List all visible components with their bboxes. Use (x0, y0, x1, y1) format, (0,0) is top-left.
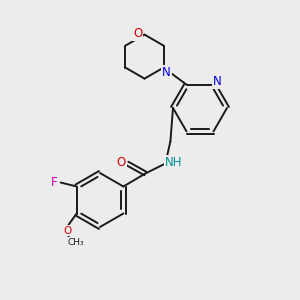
Text: O: O (117, 156, 126, 169)
Text: NH: NH (165, 156, 182, 169)
Text: CH₃: CH₃ (67, 238, 84, 247)
Text: N: N (213, 75, 222, 88)
Text: N: N (162, 66, 171, 79)
Text: O: O (64, 226, 72, 236)
Text: O: O (133, 27, 142, 40)
Text: F: F (51, 176, 58, 189)
